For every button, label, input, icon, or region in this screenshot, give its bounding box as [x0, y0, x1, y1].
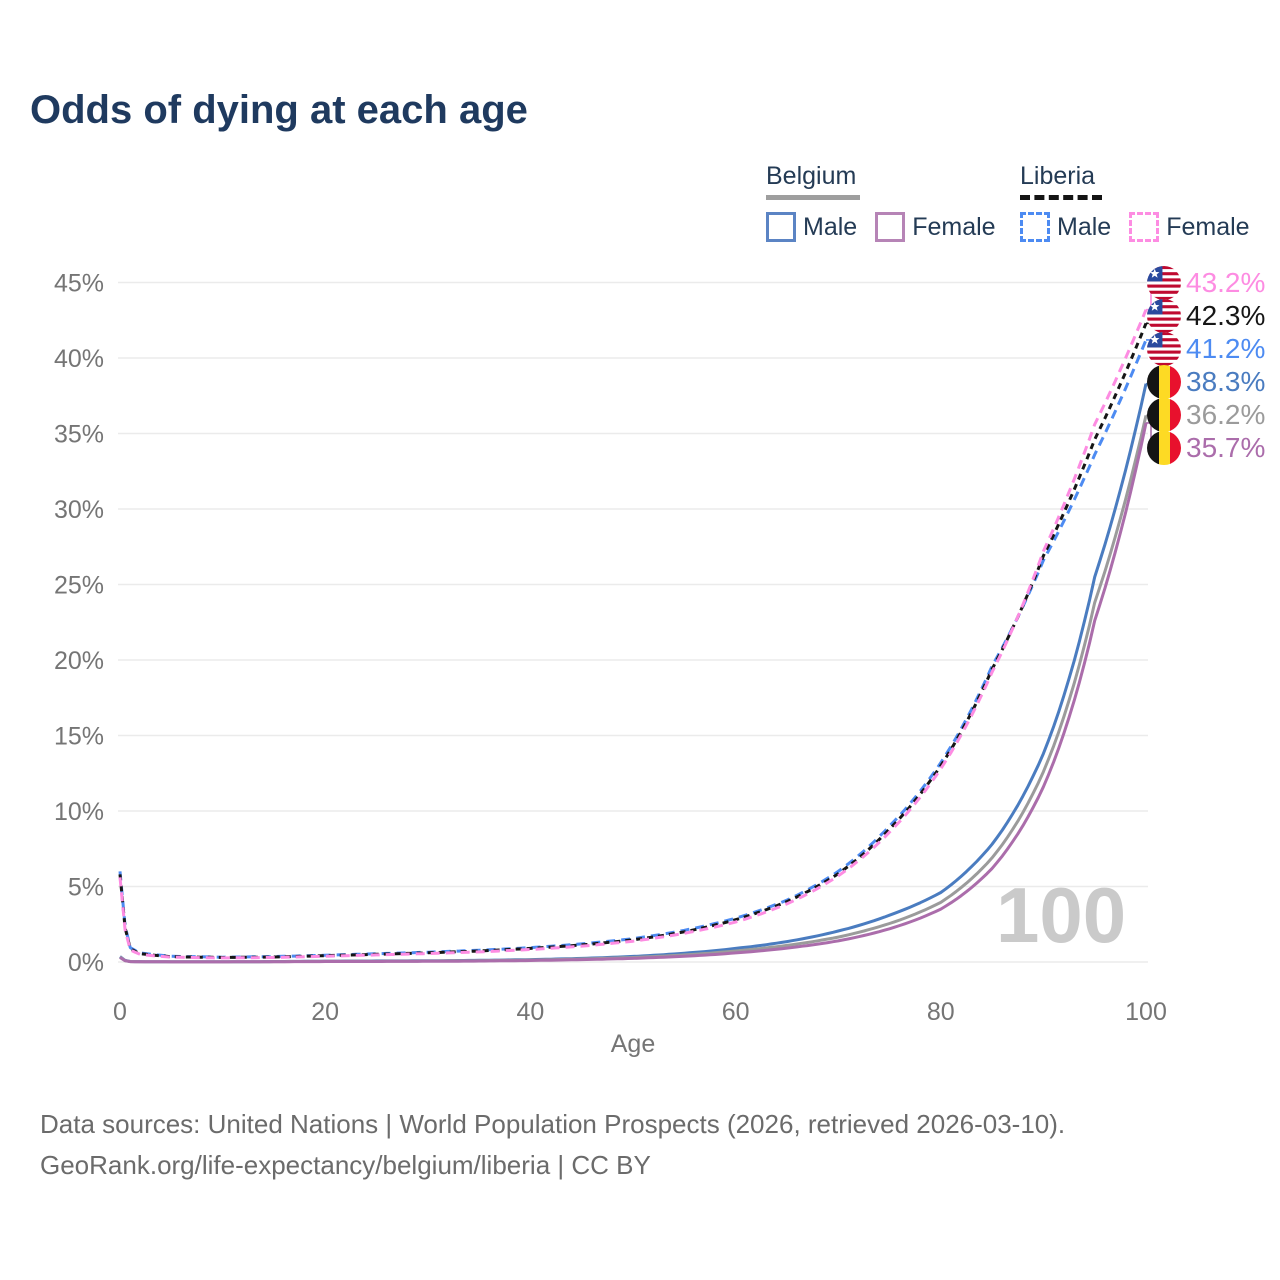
legend-belgium-label: Belgium [766, 162, 857, 190]
series-belgium-female [119, 422, 1148, 964]
series-liberia-both-sexes [118, 322, 1148, 959]
legend-belgium-female-label: Female [912, 212, 996, 241]
end-label-belgium-both-sexes: 36.2% [1147, 398, 1265, 432]
x-tick-label: 80 [927, 998, 955, 1026]
x-tick-label: 20 [311, 998, 339, 1026]
liberia-male-swatch [1020, 212, 1050, 242]
belgium-female-swatch [875, 212, 906, 242]
source-note: Data sources: United Nations | World Pop… [40, 1104, 1065, 1186]
end-label-value: 41.2% [1186, 333, 1266, 364]
source-line-1: Data sources: United Nations | World Pop… [40, 1109, 1066, 1139]
y-tick-label: 5% [68, 874, 104, 902]
end-label-value: 43.2% [1186, 267, 1266, 298]
end-label-liberia-female: 43.2% [1147, 266, 1265, 300]
end-label-value: 38.3% [1186, 366, 1266, 397]
legend-group-liberia: Liberia Male Female [1020, 162, 1250, 242]
legend-liberia-male-label: Male [1057, 212, 1112, 241]
watermark-age-100: 100 [996, 871, 1127, 959]
x-tick-label: 60 [722, 998, 750, 1026]
x-tick-label: 0 [113, 998, 127, 1026]
end-label-belgium-female: 35.7% [1147, 431, 1265, 465]
end-label-value: 42.3% [1186, 300, 1266, 331]
legend-group-belgium: Belgium Male Female [766, 162, 996, 242]
legend-liberia-items: Male Female [1020, 212, 1250, 242]
y-tick-label: 10% [54, 798, 104, 826]
legend-belgium-items: Male Female [766, 212, 996, 242]
legend-liberia-label: Liberia [1020, 162, 1096, 190]
x-tick-label: 40 [516, 998, 544, 1026]
legend-item-belgium-female: Female [875, 212, 996, 242]
series-liberia-male [118, 339, 1148, 959]
end-label-belgium-male: 38.3% [1147, 365, 1265, 399]
liberia-flag-icon [1147, 299, 1181, 333]
legend-item-liberia-male: Male [1020, 212, 1111, 242]
legend-belgium-male-label: Male [803, 212, 858, 241]
end-label-value: 36.2% [1186, 399, 1266, 430]
y-tick-label: 30% [54, 496, 104, 524]
page-title: Odds of dying at each age [30, 88, 528, 132]
liberia-flag-icon [1147, 266, 1181, 300]
legend-item-belgium-male: Male [766, 212, 857, 242]
y-tick-label: 40% [54, 345, 104, 373]
y-tick-label: 0% [68, 949, 104, 977]
end-label-liberia-both-sexes: 42.3% [1147, 299, 1265, 333]
liberia-flag-icon [1147, 332, 1181, 366]
liberia-female-swatch [1129, 212, 1160, 242]
belgium-male-swatch [766, 212, 796, 242]
belgium-flag-icon [1147, 365, 1181, 399]
legend-liberia-female-label: Female [1166, 212, 1250, 241]
end-label-liberia-male: 41.2% [1147, 332, 1265, 366]
series-liberia-female [118, 309, 1148, 960]
y-tick-label: 45% [54, 270, 104, 298]
y-tick-label: 15% [54, 723, 104, 751]
belgium-flag-icon [1147, 398, 1181, 432]
x-axis-title: Age [611, 1030, 655, 1058]
source-line-2: GeoRank.org/life-expectancy/belgium/libe… [40, 1150, 651, 1180]
y-tick-label: 35% [54, 421, 104, 449]
mortality-line-chart: 0% 5% 10% 15% 20% 25% 30% 35% 40% 45% 0 20 40 60 80 100… [54, 270, 1167, 1059]
belgium-flag-icon [1147, 431, 1181, 465]
y-axis-title: Probability of dying [0, 607, 156, 633]
x-tick-label: 100 [1125, 998, 1167, 1026]
end-label-value: 35.7% [1186, 432, 1266, 463]
belgium-linestyle-swatch [766, 195, 860, 200]
liberia-linestyle-swatch [1020, 195, 1102, 200]
series-belgium-both-sexes [119, 415, 1148, 964]
legend-item-liberia-female: Female [1129, 212, 1250, 242]
y-tick-label: 20% [54, 647, 104, 675]
y-tick-label: 25% [54, 572, 104, 600]
